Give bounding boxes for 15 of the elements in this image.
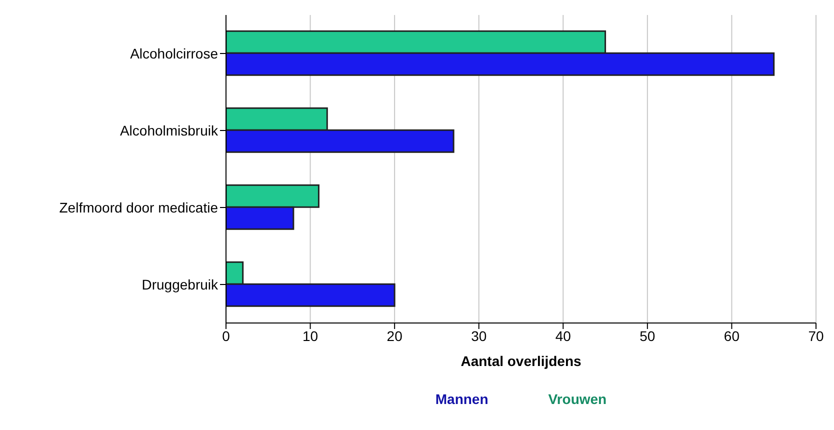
x-axis-title: Aantal overlijdens (460, 353, 582, 369)
text: Mannen (435, 391, 488, 407)
x-tick-label: 70 (808, 328, 824, 344)
x-tick-label: 50 (640, 328, 656, 344)
x-tick-label: 0 (222, 328, 230, 344)
x-tick-label: 30 (471, 328, 487, 344)
y-tick-label: Alcoholmisbruik (120, 122, 219, 138)
x-tick-label: 20 (386, 328, 403, 344)
x-tick-label: 40 (555, 328, 572, 344)
text: Vrouwen (548, 391, 607, 407)
y-tick-label: Alcoholcirrose (130, 45, 218, 62)
x-tick-label: 60 (724, 328, 740, 344)
y-tick-label: Zelfmoord door medicatie (59, 199, 218, 216)
y-tick-label: Druggebruik (142, 276, 219, 292)
x-tick-label: 10 (302, 328, 318, 344)
